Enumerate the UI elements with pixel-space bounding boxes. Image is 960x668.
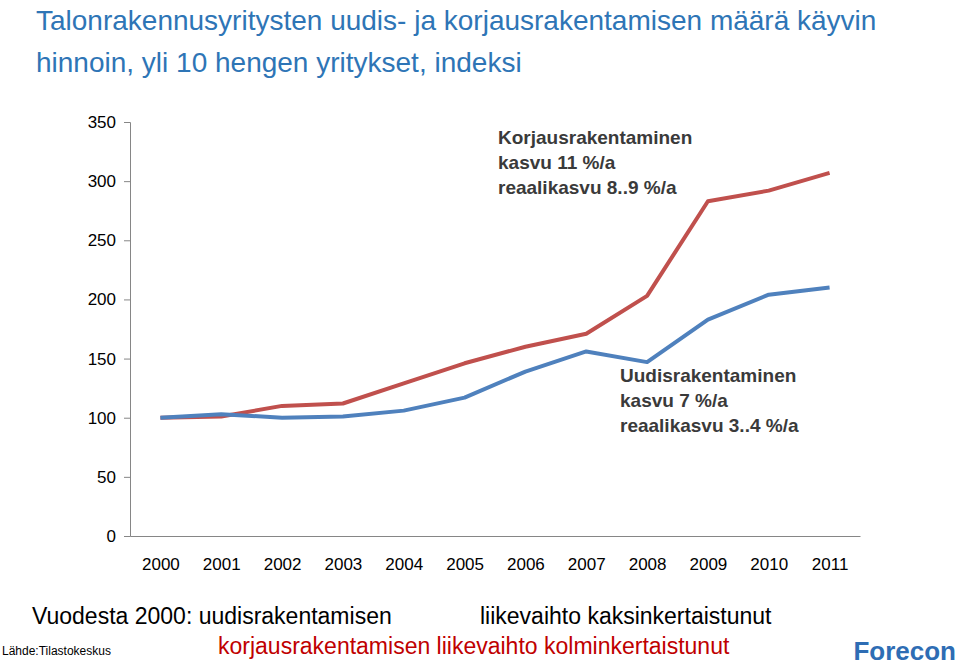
y-tick-label: 0: [107, 527, 116, 546]
y-tick: 50: [97, 468, 130, 487]
y-tick-mark: [124, 240, 130, 241]
source: Lähde:Tilastokeskus: [2, 644, 111, 658]
x-axis-line: [131, 536, 861, 537]
y-tick: 250: [88, 231, 130, 250]
x-tick-label: 2003: [325, 555, 363, 574]
y-tick-label: 50: [97, 468, 116, 487]
title: Talonrakennusyritysten uudis- ja korjaus…: [36, 5, 876, 78]
x-tick: 2008: [629, 536, 667, 574]
y-tick-mark: [124, 181, 130, 182]
y-tick-mark: [124, 122, 130, 123]
y-tick-mark: [124, 299, 130, 300]
annotation: kasvu 11 %/a: [498, 152, 616, 173]
x-tick-label: 2011: [812, 555, 849, 574]
footer-note: Vuodesta 2000: uudisrakentamisen: [32, 603, 392, 629]
series-label: Uudisrakentaminen: [620, 365, 796, 386]
x-tick-label: 2004: [385, 555, 423, 574]
y-tick-label: 100: [88, 409, 116, 428]
title-line: Talonrakennusyritysten uudis- ja korjaus…: [36, 5, 876, 36]
y-tick-label: 250: [88, 231, 116, 250]
x-tick-label: 2005: [446, 555, 484, 574]
x-tick: 2010: [750, 536, 788, 574]
logo: Forecon: [853, 636, 956, 666]
x-tick-label: 2007: [568, 555, 606, 574]
y-tick-label: 150: [88, 350, 116, 369]
x-tick-label: 2000: [142, 555, 180, 574]
series-line: [160, 288, 829, 418]
x-tick: 2009: [690, 536, 728, 574]
x-tick-label: 2006: [507, 555, 545, 574]
y-axis-line: [124, 123, 131, 537]
x-tick-label: 2009: [690, 555, 728, 574]
x-tick: 2002: [264, 536, 302, 574]
annotation: reaalikasvu 3..4 %/a: [620, 415, 799, 436]
y-tick: 350: [88, 113, 130, 132]
x-axis: 2000 2001 2002 2003 2004 2005 2006 2007 2008 2009…: [131, 536, 861, 574]
footer-note: liikevaihto kaksinkertaistunut: [480, 603, 772, 629]
x-tick-label: 2010: [750, 555, 788, 574]
y-tick-mark: [124, 477, 130, 478]
x-tick: 2003: [325, 536, 363, 574]
y-tick: 200: [88, 290, 130, 309]
x-tick: 2000: [142, 536, 180, 574]
x-tick: 2001: [203, 536, 241, 574]
x-tick-label: 2008: [629, 555, 667, 574]
y-tick-mark: [124, 418, 130, 419]
y-tick: 150: [88, 350, 130, 369]
chart: Talonrakennusyritysten uudis- ja korjaus…: [0, 0, 960, 668]
x-tick-label: 2001: [203, 555, 241, 574]
annotation: reaalikasvu 8..9 %/a: [498, 177, 677, 198]
annotation: kasvu 7 %/a: [620, 390, 728, 411]
x-tick: 2006: [507, 536, 545, 574]
y-tick-mark: [124, 536, 130, 537]
y-tick-label: 350: [88, 113, 116, 132]
x-tick-label: 2002: [264, 555, 302, 574]
y-tick-label: 200: [88, 290, 116, 309]
footer-note: korjausrakentamisen liikevaihto kolminke…: [218, 633, 730, 659]
x-tick: 2011: [812, 536, 849, 574]
x-tick: 2004: [385, 536, 423, 574]
y-tick-label: 300: [88, 172, 116, 191]
plot-area: [160, 173, 829, 418]
y-tick: 300: [88, 172, 130, 191]
series-line: [160, 173, 829, 418]
series-label: Korjausrakentaminen: [498, 127, 692, 148]
y-tick: 100: [88, 409, 130, 428]
x-tick: 2005: [446, 536, 484, 574]
y-tick-mark: [124, 359, 130, 360]
title-line: hinnoin, yli 10 hengen yritykset, indeks…: [36, 47, 522, 78]
x-tick: 2007: [568, 536, 606, 574]
y-axis: 0 50 100 150 200 250 300 350: [88, 113, 131, 546]
y-tick: 0: [107, 527, 130, 546]
